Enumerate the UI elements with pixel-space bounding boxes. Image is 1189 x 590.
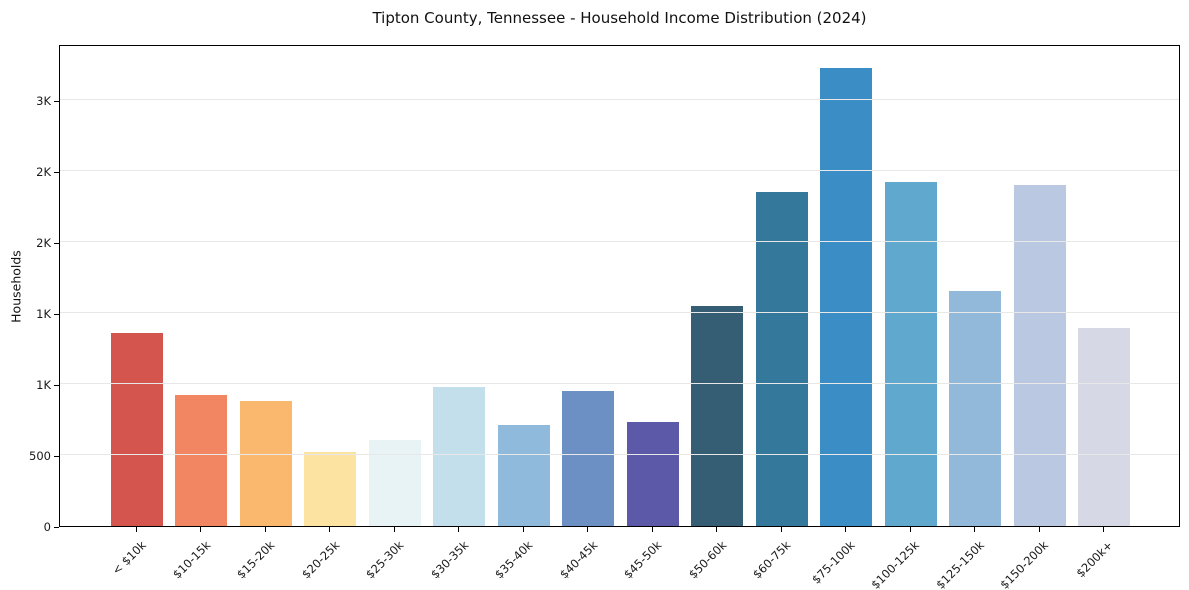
chart-title: Tipton County, Tennessee - Household Inc… [372,9,867,27]
y-tick-mark [54,171,59,173]
bar-$125-150k [949,291,1001,526]
x-tick-mark [909,527,911,532]
bar-$10-15k [175,395,227,526]
x-tick-mark [845,527,846,532]
y-tick-label: 2K [36,236,51,251]
y-tick-mark [54,455,59,457]
y-tick-mark [54,384,59,386]
x-tick-label: $20-25k [298,538,342,582]
x-tick-label: $15-20k [233,538,278,582]
x-tick-label: $30-35k [427,538,471,582]
x-tick-label: $100-125k [868,538,923,590]
x-tick-label: < $10k [108,538,149,578]
x-tick-label: $50-60k [685,538,729,582]
gridline-2500 [60,170,1179,172]
plot-area [59,45,1180,527]
gridline-1000 [60,383,1179,384]
x-tick-mark [264,527,266,532]
gridline-2000 [60,241,1179,243]
gridline-3000 [60,99,1179,101]
bar-$200k+ [1078,327,1130,526]
bar-$45-50k [626,422,679,526]
bars-layer [60,46,1179,526]
x-tick-mark [1038,527,1040,532]
y-tick-label: 1K [36,307,51,321]
x-tick-mark [587,527,588,532]
gridline-500 [60,454,1179,455]
bar-$15-20k [239,401,292,526]
x-tick-label: $45-50k [620,538,665,582]
bar-$60-75k [755,191,808,526]
x-tick-mark [135,527,137,532]
x-tick-label: $40-45k [556,538,600,582]
x-tick-mark [974,527,975,532]
bar-$30-35k [433,386,485,526]
y-tick-mark [54,526,59,528]
x-tick-mark [780,527,782,532]
y-tick-mark [54,242,59,244]
x-tick-label: $200k+ [1073,538,1116,581]
x-tick-label: $35-40k [491,538,536,582]
x-tick-label: $125-150k [933,538,987,590]
y-tick-mark [54,313,59,315]
y-tick-label: 2K [36,165,51,180]
x-tick-label: $75-100k [809,538,858,587]
bar-< $10k [110,332,163,526]
x-tick-label: $25-30k [362,538,407,582]
x-tick-mark [329,527,330,532]
bar-$50-60k [691,305,743,526]
x-axis-tick-labels: < $10k $10-15k $15-20k $20-25k $25-30k $30-35… [59,533,1180,590]
bar-$75-100k [820,68,872,526]
y-tick-label: 500 [29,449,51,463]
x-tick-mark [651,527,653,532]
x-tick-label: $60-75k [749,538,794,582]
x-tick-mark [393,527,395,532]
y-tick-label: 1K [36,378,51,392]
x-tick-label: $10-15k [169,538,213,582]
bar-$35-40k [497,425,550,526]
x-tick-mark [200,527,201,532]
x-tick-mark [522,527,524,532]
gridlines-layer [60,46,1179,526]
gridline-1500 [60,312,1179,313]
x-tick-mark [716,527,717,532]
y-tick-label: 3K [36,94,51,109]
x-tick-mark [1103,527,1104,532]
bar-$40-45k [562,391,614,526]
y-tick-label: 0 [43,520,51,534]
y-tick-mark [54,100,59,102]
x-tick-label: $150-200k [997,538,1052,590]
x-tick-mark [458,527,459,532]
bar-$20-25k [304,451,356,526]
bar-$100-125k [884,181,937,526]
